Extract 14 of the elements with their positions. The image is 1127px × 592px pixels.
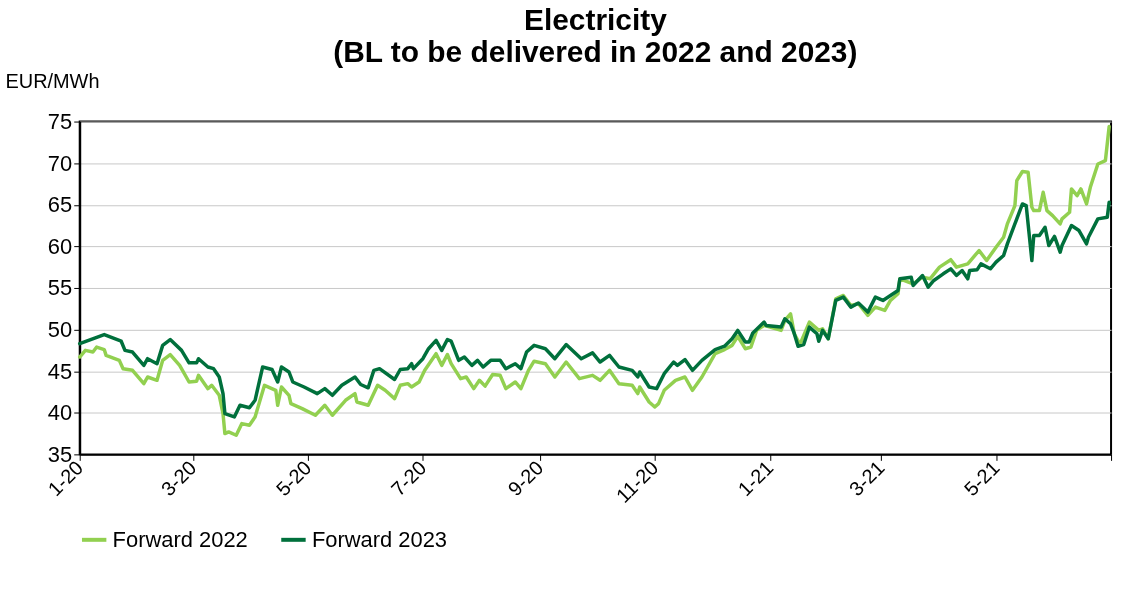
- line-series: [77, 200, 1111, 419]
- y-tick-label: 50: [47, 317, 73, 343]
- y-tick-label: 40: [47, 400, 73, 426]
- legend-label: Forward 2023: [311, 526, 448, 552]
- y-tick-label: 65: [47, 192, 73, 218]
- legend-label: Forward 2022: [112, 526, 248, 552]
- y-tick-label: 45: [47, 358, 73, 384]
- chart-title: Electricity (BL to be delivered in 2022 and 2023): [333, 2, 858, 68]
- line-series: [77, 124, 1111, 437]
- y-tick-label: 70: [47, 150, 73, 176]
- y-tick-label: 75: [47, 109, 73, 135]
- y-tick-label: 60: [47, 233, 73, 259]
- y-axis-title: EUR/MWh: [5, 70, 100, 93]
- y-tick-label: 55: [47, 275, 73, 301]
